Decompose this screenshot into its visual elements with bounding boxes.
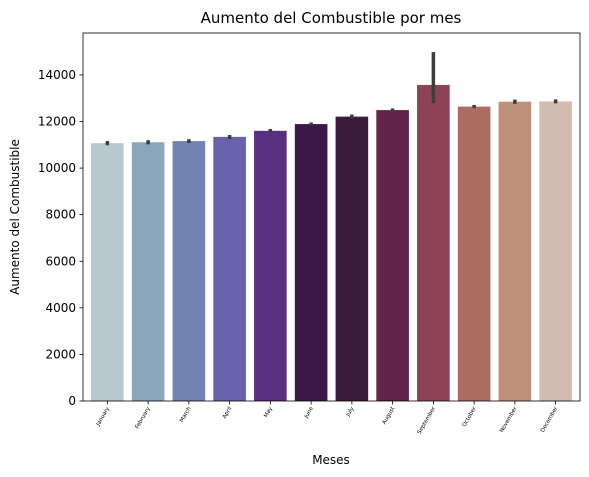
- x-tick-label-january: January: [95, 405, 111, 428]
- bar-september: [417, 84, 450, 401]
- y-tick-label: 8000: [45, 208, 76, 222]
- bar-july: [335, 116, 369, 402]
- y-tick-label: 12000: [38, 115, 76, 129]
- x-axis-label: Meses: [312, 453, 350, 467]
- y-tick-label: 6000: [45, 254, 76, 268]
- x-tick-label-march: March: [179, 406, 193, 424]
- bar-december: [539, 101, 572, 401]
- y-tick-label: 4000: [45, 301, 76, 315]
- bar-april: [213, 136, 246, 401]
- x-tick-label-may: May: [263, 405, 274, 418]
- x-tick-label-april: April: [222, 406, 234, 420]
- x-tick-label-june: June: [303, 405, 315, 420]
- bar-june: [294, 124, 328, 401]
- y-tick-label: 10000: [38, 161, 76, 175]
- x-tick-label-february: February: [134, 405, 152, 430]
- y-tick-label: 14000: [38, 68, 76, 82]
- bar-august: [376, 110, 409, 401]
- bar-march: [172, 141, 206, 401]
- x-tick-label-october: October: [462, 405, 479, 428]
- x-tick-label-july: July: [345, 405, 356, 418]
- bar-may: [254, 130, 287, 401]
- x-tick-label-august: August: [382, 405, 397, 425]
- bar-january: [91, 143, 124, 401]
- x-tick-label-november: November: [499, 405, 519, 433]
- x-tick-label-december: December: [540, 405, 560, 433]
- y-tick-label: 2000: [45, 347, 76, 361]
- bar-november: [498, 101, 532, 401]
- y-tick-label: 0: [68, 394, 76, 408]
- error-bars-group: [105, 52, 558, 146]
- bar-february: [131, 142, 165, 401]
- bars-group: [91, 84, 572, 402]
- chart-title: Aumento del Combustible por mes: [201, 9, 462, 27]
- plot-frame: [82, 32, 581, 402]
- y-axis: 0 2000 4000 6000 8000 10000 12000 14000: [38, 68, 83, 408]
- bar-october: [457, 106, 491, 401]
- x-axis: January February March April May June July Augu…: [95, 401, 560, 435]
- y-axis-label: Aumento del Combustible: [8, 139, 22, 295]
- x-tick-label-september: September: [417, 405, 438, 435]
